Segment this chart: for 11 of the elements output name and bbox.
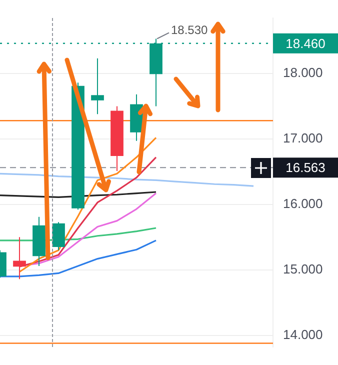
candlestick [52,222,65,251]
ref-line-label: 16.563 [286,160,326,176]
y-tick-label: 14.000 [283,326,323,342]
candlestick [91,58,104,115]
y-tick-label: 17.000 [283,130,323,146]
annotation: 18.530 [171,23,208,38]
y-tick-label: 15.000 [283,262,323,277]
ref-line-label: 18.460 [286,36,326,51]
candlestick [13,236,26,280]
y-tick-label: 18.000 [283,65,323,80]
y-tick-label: 16.000 [283,196,323,212]
